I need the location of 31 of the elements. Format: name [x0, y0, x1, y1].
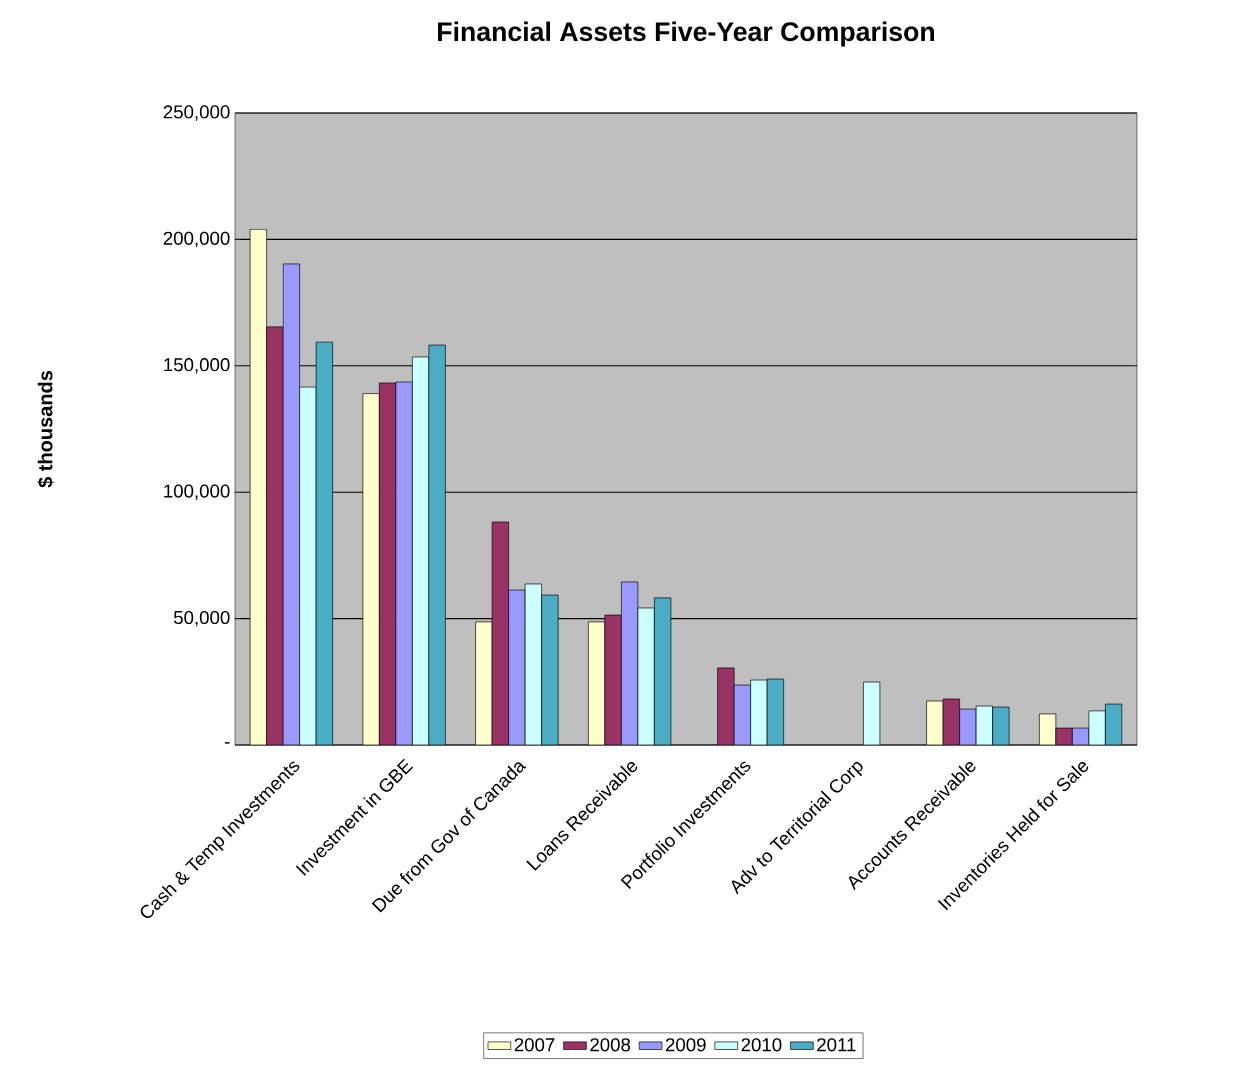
bar — [541, 595, 559, 745]
chart-title: Financial Assets Five-Year Comparison — [438, 21, 935, 47]
legend-label: 2008 — [590, 1038, 631, 1052]
bar — [492, 522, 509, 745]
bar — [283, 263, 300, 745]
bar — [604, 615, 622, 745]
legend-label: 2010 — [741, 1038, 782, 1052]
bar — [299, 387, 317, 745]
legend-label: 2009 — [665, 1038, 706, 1052]
bar — [266, 326, 284, 745]
legend-label: 2007 — [514, 1038, 555, 1052]
bar — [362, 393, 380, 745]
bar — [654, 597, 671, 745]
y-axis-title: $ thousands — [37, 370, 54, 488]
y-tick-label: - — [224, 742, 230, 744]
bar — [525, 583, 542, 745]
bar — [621, 581, 638, 745]
bar — [637, 607, 655, 745]
bar — [250, 229, 267, 745]
bar — [379, 382, 396, 745]
bar — [395, 381, 413, 745]
legend-label: 2011 — [817, 1038, 856, 1052]
bar — [428, 345, 446, 745]
y-tick-label: 200,000 — [163, 231, 230, 248]
y-tick-label: 250,000 — [163, 105, 230, 121]
y-tick-label: 100,000 — [164, 484, 230, 500]
y-tick-label: 150,000 — [164, 358, 230, 374]
y-tick-label: 50,000 — [173, 610, 230, 627]
bar — [412, 356, 429, 745]
bar — [508, 590, 526, 745]
bar — [316, 342, 333, 745]
